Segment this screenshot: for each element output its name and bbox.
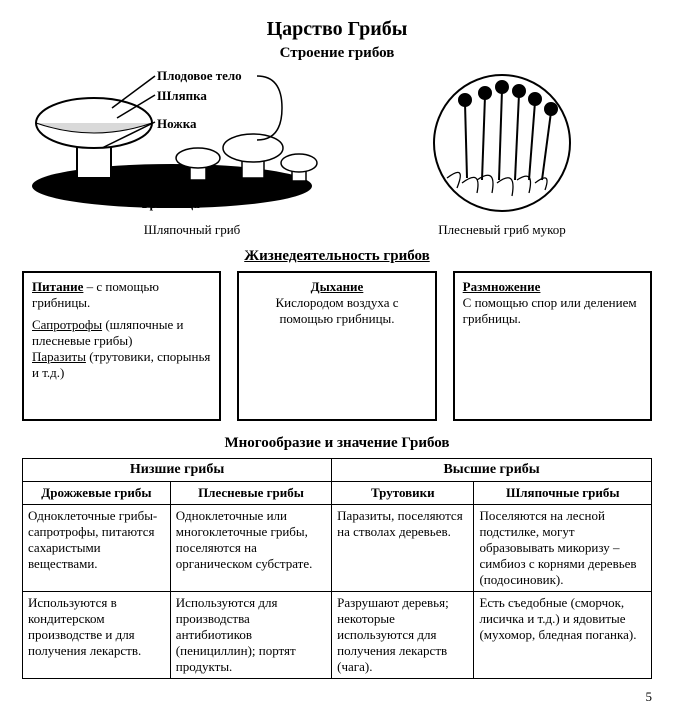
- section-structure-title: Строение грибов: [22, 45, 652, 62]
- section-life-title: Жизнедеятельность грибов: [22, 248, 652, 265]
- table-row: Используются в кондитерском производстве…: [23, 592, 652, 679]
- cap-mushroom-drawing: Плодовое тело Шляпка Ножка Грибница: [22, 68, 362, 218]
- table-row: Одноклеточные грибы-сапротрофы, питаются…: [23, 505, 652, 592]
- label-fruit-body: Плодовое тело: [157, 68, 242, 84]
- reproduction-text: С помощью спор или делением грибницы.: [463, 295, 642, 327]
- cap-mushroom-caption: Шляпочный гриб: [22, 222, 362, 238]
- th-col3: Трутовики: [332, 482, 474, 505]
- td: Используются для производства антибиотик…: [170, 592, 331, 679]
- th-col1: Дрожжевые грибы: [23, 482, 171, 505]
- nutrition-p3: Паразиты (трутовики, спорынья и т.д.): [32, 349, 211, 381]
- td: Поселяются на лесной подстилке, могут об…: [474, 505, 652, 592]
- structure-diagram-row: Плодовое тело Шляпка Ножка Грибница: [22, 68, 652, 238]
- nutrition-p2: Сапротрофы (шляпочные и плесневые грибы): [32, 317, 211, 349]
- label-stipe: Ножка: [157, 116, 197, 132]
- saprotrophs-label: Сапротрофы: [32, 317, 102, 332]
- section-diversity-title: Многообразие и значение Грибов: [22, 435, 652, 452]
- th-group-lower: Низшие грибы: [23, 459, 332, 482]
- nutrition-line1: Питание – с помощью грибницы.: [32, 279, 211, 311]
- life-box-respiration: Дыхание Кислородом воздуха с помощью гри…: [237, 271, 436, 421]
- life-box-nutrition: Питание – с помощью грибницы. Сапротрофы…: [22, 271, 221, 421]
- respiration-text: Кислородом воздуха с помощью грибницы.: [247, 295, 426, 327]
- td: Разрушают деревья; некоторые используютс…: [332, 592, 474, 679]
- td: Одноклеточные или многоклеточные грибы, …: [170, 505, 331, 592]
- mold-block: Плесневый гриб мукор: [392, 68, 612, 238]
- td: Паразиты, поселяются на стволах деревьев…: [332, 505, 474, 592]
- page-number: 5: [22, 689, 652, 705]
- label-cap: Шляпка: [157, 88, 207, 104]
- parasites-label: Паразиты: [32, 349, 86, 364]
- life-boxes-row: Питание – с помощью грибницы. Сапротрофы…: [22, 271, 652, 421]
- nutrition-title: Питание: [32, 279, 83, 294]
- th-col4: Шляпочные грибы: [474, 482, 652, 505]
- mold-caption: Плесневый гриб мукор: [392, 222, 612, 238]
- th-col2: Плесневые грибы: [170, 482, 331, 505]
- diversity-table: Низшие грибы Высшие грибы Дрожжевые гриб…: [22, 458, 652, 679]
- mold-svg: [417, 68, 587, 218]
- cap-mushroom-block: Плодовое тело Шляпка Ножка Грибница: [22, 68, 362, 238]
- table-row: Дрожжевые грибы Плесневые грибы Трутовик…: [23, 482, 652, 505]
- respiration-title: Дыхание: [247, 279, 426, 295]
- life-box-reproduction: Размножение С помощью спор или делением …: [453, 271, 652, 421]
- td: Одноклеточные грибы-сапротрофы, питаются…: [23, 505, 171, 592]
- td: Используются в кондитерском производстве…: [23, 592, 171, 679]
- reproduction-title: Размножение: [463, 279, 642, 295]
- page-title: Царство Грибы: [22, 18, 652, 41]
- td: Есть съедобные (сморчок, лисичка и т.д.)…: [474, 592, 652, 679]
- table-row: Низшие грибы Высшие грибы: [23, 459, 652, 482]
- label-mycelium: Грибница: [142, 196, 200, 212]
- th-group-higher: Высшие грибы: [332, 459, 652, 482]
